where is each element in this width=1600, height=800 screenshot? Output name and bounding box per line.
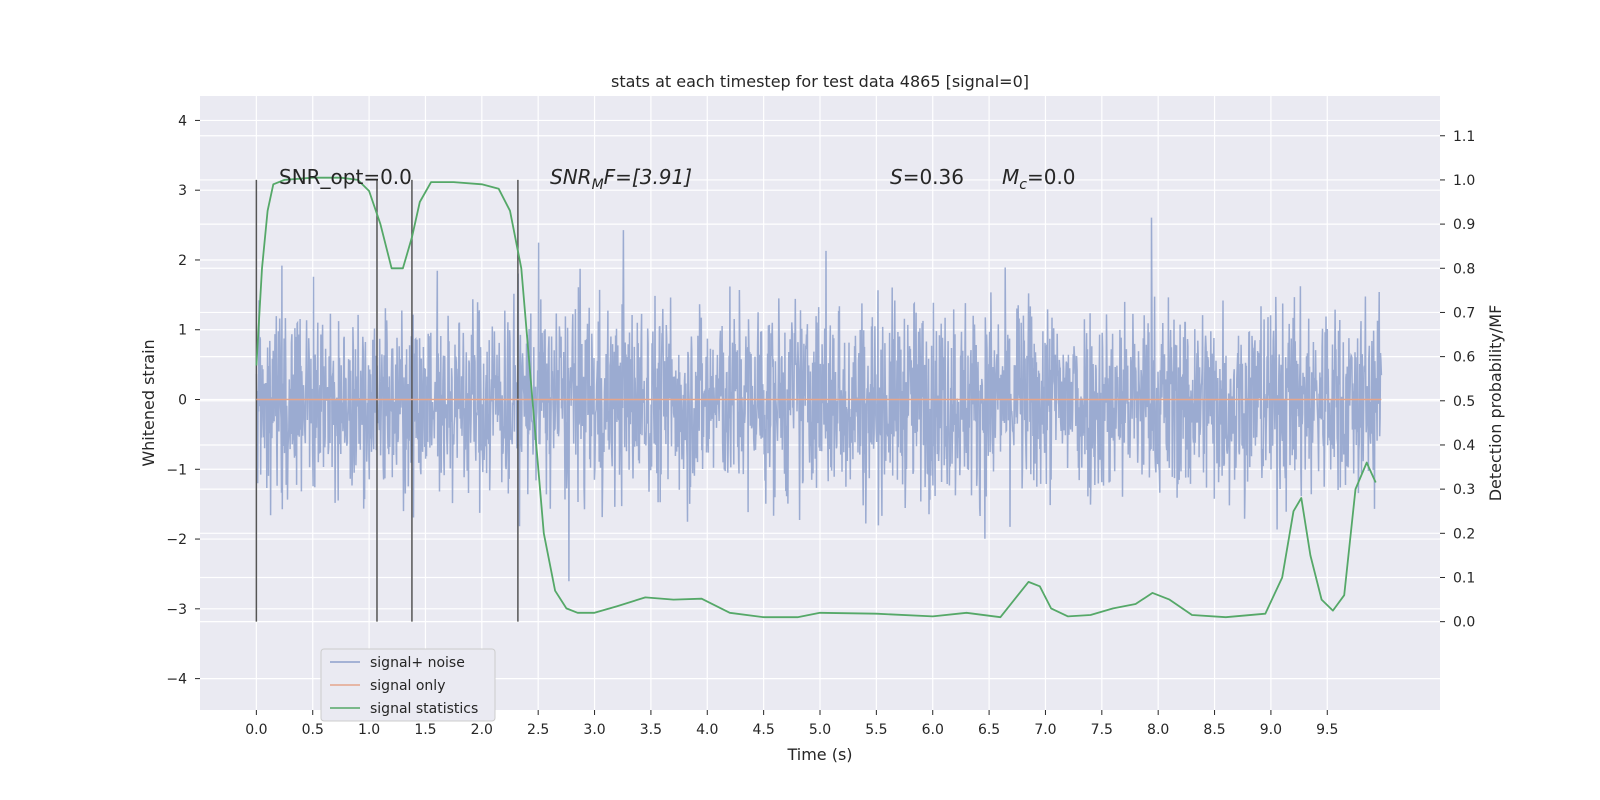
x-tick-label: 9.5 xyxy=(1316,722,1338,738)
x-tick-label: 8.0 xyxy=(1147,722,1169,738)
x-tick-label: 3.0 xyxy=(583,722,605,738)
x-tick-label: 2.0 xyxy=(471,722,493,738)
annotation-s-stat-base: S xyxy=(890,165,903,189)
x-tick-label: 5.5 xyxy=(865,722,887,738)
legend-box xyxy=(320,648,496,722)
y-tick-label-right: 0.7 xyxy=(1453,305,1475,321)
y-tick-label-right: 0.3 xyxy=(1453,482,1475,498)
y-tick-label-left: −4 xyxy=(166,672,187,688)
y-tick-label-left: −2 xyxy=(166,532,187,548)
y-tick-label-left: −1 xyxy=(166,462,187,478)
y-tick-label-left: 3 xyxy=(178,183,187,199)
x-axis-label: Time (s) xyxy=(786,745,852,764)
y-tick-label-right: 0.6 xyxy=(1453,350,1475,366)
x-tick-label: 0.0 xyxy=(245,722,267,738)
chart-title: stats at each timestep for test data 486… xyxy=(611,72,1029,91)
legend-label-signal-statistics: signal statistics xyxy=(370,701,478,717)
y-tick-label-right: 0.1 xyxy=(1453,570,1475,586)
y-axis-label-right: Detection probability/MF xyxy=(1486,305,1505,502)
x-tick-label: 5.0 xyxy=(809,722,831,738)
annotation-snr-mf: SNRMF=[3.91] xyxy=(550,165,692,193)
stat-annotations: SNR_opt=0.0 SNRMF=[3.91] S=0.36 Mc=0.0 xyxy=(279,165,1076,193)
legend-label-signal-noise: signal+ noise xyxy=(370,655,465,671)
x-tick-label: 4.0 xyxy=(696,722,718,738)
y-tick-label-right: 0.4 xyxy=(1453,438,1475,454)
x-tick-label: 1.0 xyxy=(358,722,380,738)
series-signal-noise xyxy=(255,217,1383,582)
x-tick-label: 4.5 xyxy=(753,722,775,738)
x-tick-label: 8.5 xyxy=(1203,722,1225,738)
x-tick-label: 6.0 xyxy=(922,722,944,738)
annotation-s-stat: S=0.36 xyxy=(890,165,964,189)
y-tick-label-right: 0.8 xyxy=(1453,261,1475,277)
y-tick-label-left: 0 xyxy=(178,393,187,409)
y-tick-label-left: 4 xyxy=(178,113,187,129)
y-tick-label-left: 2 xyxy=(178,253,187,269)
annotation-mc: Mc=0.0 xyxy=(1002,165,1076,193)
y-tick-label-right: 0.9 xyxy=(1453,217,1475,233)
x-tick-label: 3.5 xyxy=(640,722,662,738)
y-tick-label-right: 1.1 xyxy=(1453,129,1475,145)
x-tick-label: 7.0 xyxy=(1034,722,1056,738)
annotation-mc-sub: c xyxy=(1019,177,1027,193)
annotation-snr-mf-value: F=[3.91] xyxy=(604,165,692,189)
y-axis-label-left: Whitened strain xyxy=(139,339,158,466)
x-tick-label: 7.5 xyxy=(1091,722,1113,738)
y-tick-label-right: 0.5 xyxy=(1453,394,1475,410)
annotation-s-stat-value: =0.36 xyxy=(903,165,964,189)
x-tick-label: 2.5 xyxy=(527,722,549,738)
y-tick-label-left: −3 xyxy=(166,602,187,618)
x-tick-label: 6.5 xyxy=(978,722,1000,738)
signal-noise-line xyxy=(255,217,1383,582)
annotation-snr-mf-sub: M xyxy=(592,177,604,193)
x-tick-label: 0.5 xyxy=(302,722,324,738)
y-tick-label-right: 0.0 xyxy=(1453,615,1475,631)
x-tick-label: 9.0 xyxy=(1260,722,1282,738)
signal-statistics-line xyxy=(255,176,1377,619)
annotation-mc-value: =0.0 xyxy=(1027,165,1076,189)
y-tick-label-left: 1 xyxy=(178,323,187,339)
axis-ticks: 0.0 0.5 1.0 1.5 2.0 2.5 3.0 3.5 4.0 4.5 5.0 5.5 6.0 6… xyxy=(166,113,1475,738)
legend-label-signal-only: signal only xyxy=(370,678,445,694)
y-tick-label-right: 1.0 xyxy=(1453,173,1475,189)
annotation-snr-mf-base: SNR xyxy=(550,165,592,189)
series-signal-statistics xyxy=(255,176,1377,619)
y-tick-label-right: 0.2 xyxy=(1453,526,1475,542)
x-tick-label: 1.5 xyxy=(414,722,436,738)
annotation-snr-opt: SNR_opt=0.0 xyxy=(279,165,412,189)
annotation-mc-base: M xyxy=(1002,165,1019,189)
legend: signal+ noise signal only signal statist… xyxy=(320,648,496,722)
